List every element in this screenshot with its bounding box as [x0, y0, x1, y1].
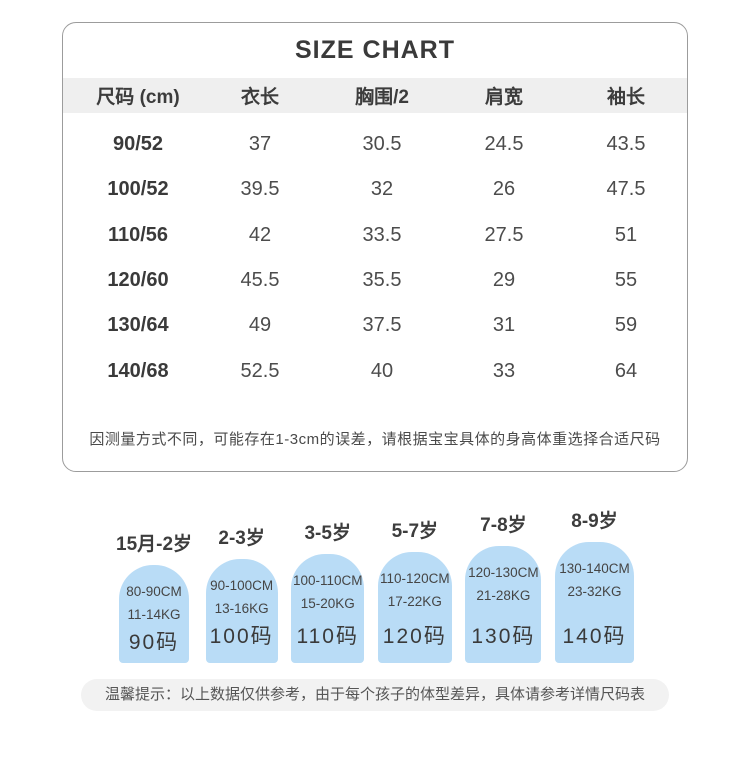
table-row: 100/52 39.5 32 26 47.5	[63, 167, 687, 212]
age-label: 2-3岁	[218, 528, 265, 549]
cell-value: 33	[492, 359, 516, 382]
cell-value: 43.5	[606, 133, 646, 156]
height-weight-range: 130-140CM 23-32KG	[559, 557, 630, 603]
cell-value: 31	[492, 314, 516, 337]
weight-range: 15-20KG	[300, 596, 355, 611]
table-row: 140/68 52.5 40 33 64	[63, 348, 687, 393]
size-box: 120-130CM 21-28KG 130码	[465, 546, 542, 663]
tip-banner: 温馨提示：以上数据仅供参考，由于每个孩子的体型差异，具体请参考详情尺码表	[80, 679, 670, 711]
age-label: 5-7岁	[391, 521, 439, 542]
cell-value: 59	[614, 314, 638, 337]
size-code: 120码	[382, 625, 447, 648]
cell-size: 90/52	[112, 133, 164, 156]
age-label: 15月-2岁	[116, 534, 193, 555]
cell-value: 55	[614, 269, 638, 292]
size-code: 140码	[562, 625, 627, 648]
cell-value: 33.5	[362, 223, 402, 246]
cell-value: 26	[492, 178, 516, 201]
age-label: 7-8岁	[480, 515, 527, 536]
cell-size: 130/64	[107, 314, 169, 337]
weight-range: 21-28KG	[476, 588, 531, 603]
cell-value: 42	[248, 223, 272, 246]
cell-value: 64	[614, 359, 638, 382]
cell-value: 37.5	[362, 314, 402, 337]
col-header-size: 尺码 (cm)	[96, 87, 180, 108]
cell-value: 37	[248, 133, 272, 156]
size-code: 130码	[471, 625, 536, 648]
cell-size: 100/52	[107, 178, 169, 201]
weight-range: 17-22KG	[387, 594, 442, 609]
height-range: 80-90CM	[126, 584, 182, 599]
size-code: 110码	[296, 625, 359, 648]
cell-value: 51	[614, 223, 638, 246]
age-guide-column: 7-8岁 120-130CM 21-28KG 130码	[465, 510, 542, 663]
height-range: 130-140CM	[559, 561, 630, 576]
cell-value: 39.5	[240, 178, 280, 201]
age-guide-column: 15月-2岁 80-90CM 11-14KG 90码	[116, 529, 192, 663]
size-box: 130-140CM 23-32KG 140码	[555, 542, 634, 663]
size-code: 100码	[209, 625, 274, 648]
age-guide-column: 2-3岁 90-100CM 13-16KG 100码	[205, 523, 278, 663]
size-code: 90码	[128, 631, 180, 654]
size-box: 100-110CM 15-20KG 110码	[291, 554, 365, 663]
cell-value: 24.5	[484, 133, 524, 156]
table-body: 90/52 37 30.5 24.5 43.5 100/52 39.5 32 2…	[63, 113, 687, 394]
table-header-row: 尺码 (cm) 衣长 胸围/2 肩宽 袖长	[63, 78, 687, 113]
cell-size: 110/56	[107, 223, 169, 246]
cell-value: 52.5	[240, 359, 280, 382]
table-row: 110/56 42 33.5 27.5 51	[63, 213, 687, 258]
age-size-guide: 15月-2岁 80-90CM 11-14KG 90码 2-3岁 90-100CM…	[116, 510, 634, 663]
height-weight-range: 120-130CM 21-28KG	[468, 561, 539, 607]
cell-value: 30.5	[362, 133, 402, 156]
table-row: 90/52 37 30.5 24.5 43.5	[63, 122, 687, 167]
cell-value: 40	[370, 359, 394, 382]
age-label: 3-5岁	[304, 523, 351, 544]
cell-value: 29	[492, 269, 516, 292]
cell-size: 140/68	[107, 359, 169, 382]
cell-value: 27.5	[484, 223, 524, 246]
height-weight-range: 90-100CM 13-16KG	[210, 574, 273, 620]
size-box: 110-120CM 17-22KG 120码	[377, 552, 452, 663]
cell-value: 49	[248, 314, 272, 337]
col-header-length: 衣长	[240, 87, 279, 108]
col-header-shoulder: 肩宽	[484, 87, 523, 108]
age-guide-column: 3-5岁 100-110CM 15-20KG 110码	[291, 518, 365, 663]
cell-value: 35.5	[362, 269, 402, 292]
weight-range: 13-16KG	[214, 601, 269, 616]
age-guide-column: 5-7岁 110-120CM 17-22KG 120码	[377, 516, 452, 663]
size-box: 80-90CM 11-14KG 90码	[119, 565, 190, 663]
col-header-sleeve: 袖长	[606, 87, 645, 108]
age-guide-column: 8-9岁 130-140CM 23-32KG 140码	[555, 506, 634, 663]
cell-value: 47.5	[606, 178, 646, 201]
height-range: 90-100CM	[210, 578, 274, 593]
height-range: 100-110CM	[292, 573, 363, 588]
weight-range: 11-14KG	[127, 607, 181, 622]
height-range: 120-130CM	[468, 565, 539, 580]
weight-range: 23-32KG	[567, 584, 622, 599]
height-weight-range: 110-120CM 17-22KG	[380, 567, 450, 613]
chart-title: SIZE CHART	[295, 36, 455, 64]
size-box: 90-100CM 13-16KG 100码	[205, 559, 278, 663]
age-label: 8-9岁	[571, 511, 618, 532]
size-chart-card: SIZE CHART 尺码 (cm) 衣长 胸围/2 肩宽 袖长 90/52 3…	[62, 22, 688, 472]
table-row: 130/64 49 37.5 31 59	[63, 303, 687, 348]
height-weight-range: 80-90CM 11-14KG	[126, 580, 182, 626]
cell-value: 45.5	[240, 269, 280, 292]
height-weight-range: 100-110CM 15-20KG	[293, 569, 363, 615]
cell-size: 120/60	[107, 269, 169, 292]
table-row: 120/60 45.5 35.5 29 55	[63, 258, 687, 303]
cell-value: 32	[370, 178, 394, 201]
col-header-chest: 胸围/2	[355, 87, 409, 108]
height-range: 110-120CM	[380, 571, 450, 586]
measurement-note: 因测量方式不同，可能存在1-3cm的误差，请根据宝宝具体的身高体重选择合适尺码	[89, 430, 661, 448]
